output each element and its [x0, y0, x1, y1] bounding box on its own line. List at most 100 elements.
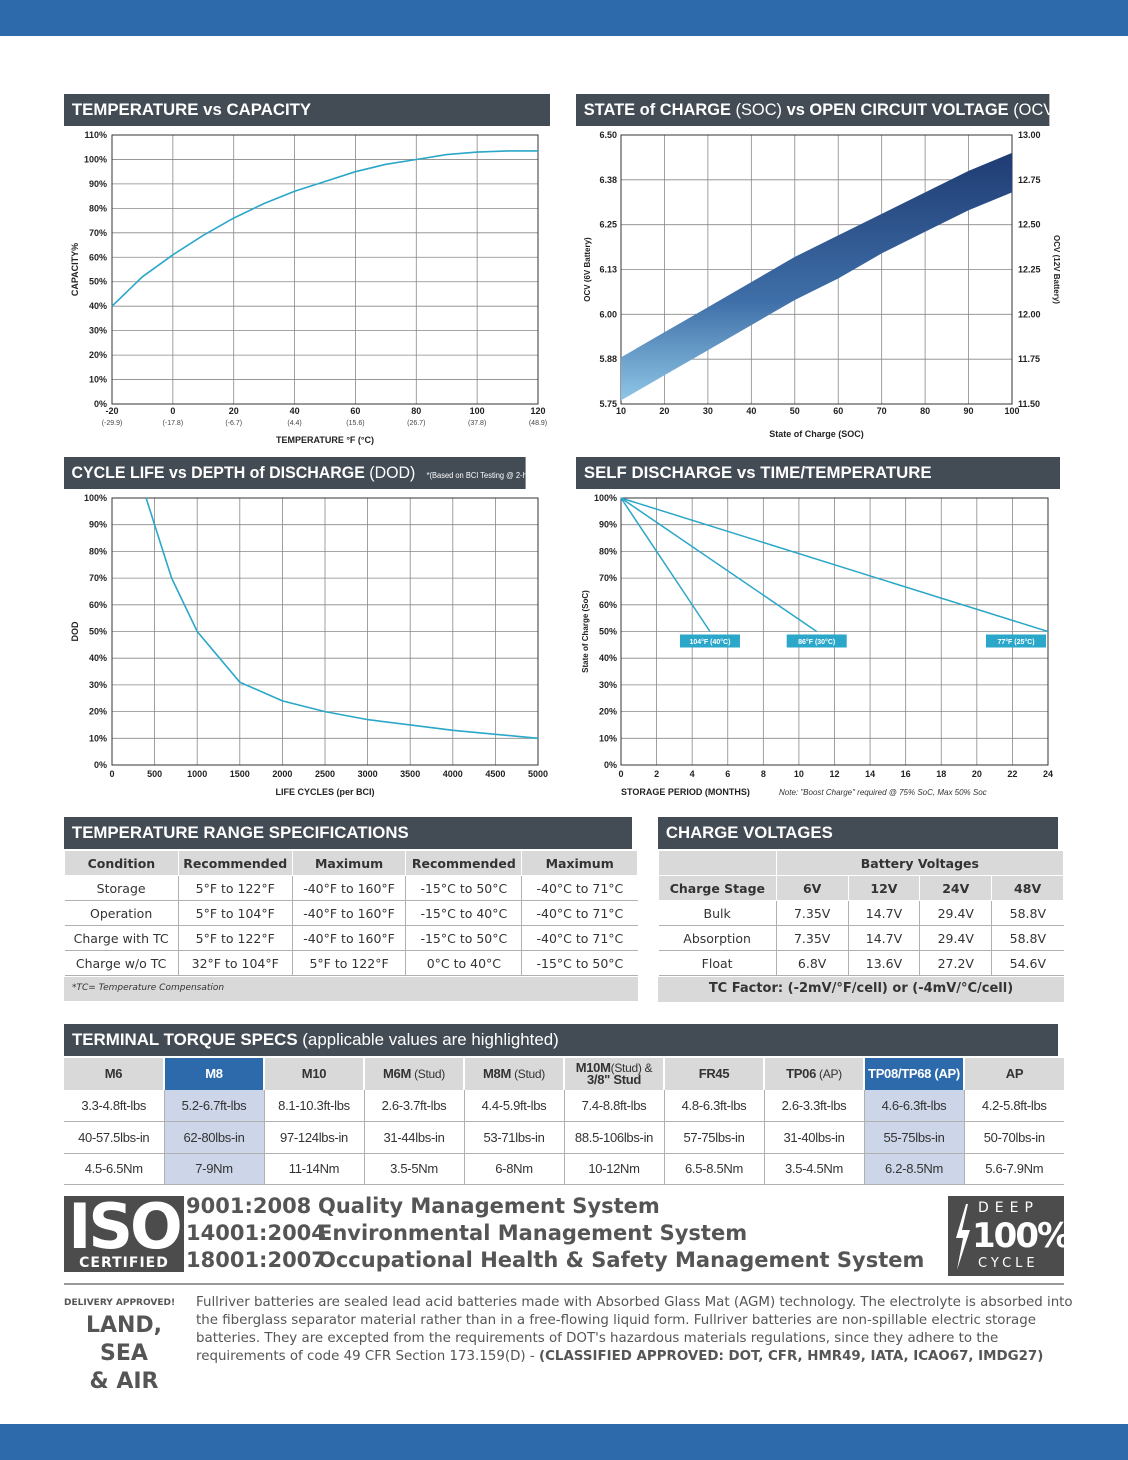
torque-cell: 5.6-7.9Nm [964, 1153, 1064, 1185]
soc-ocv-x-tick: 40 [746, 406, 756, 416]
self-discharge-x-tick: 6 [725, 769, 730, 779]
cycle-life-title-b: (DOD) [364, 463, 416, 482]
temp-range-cell: 5°F to 122°F [292, 950, 407, 976]
soc-ocv-x-tick: 10 [616, 406, 626, 416]
torque-title-note: (applicable values are highlighted) [297, 1030, 559, 1049]
charge-cell: Absorption [658, 925, 777, 951]
table-row: Operation 5°F to 104°F -40°F to 160°F -15°C… [64, 900, 638, 926]
self-discharge-label: 104°F (40°C) [689, 638, 730, 646]
self-discharge-y-tick: 60% [599, 600, 617, 610]
torque-cell: 6.5-8.5Nm [664, 1153, 765, 1185]
torque-header: AP [964, 1058, 1064, 1090]
iso-text-2: Environmental Management System [318, 1221, 748, 1245]
torque-header: M8M (Stud) [464, 1058, 565, 1090]
top-band [0, 0, 1128, 36]
torque-header: M6 [64, 1058, 165, 1090]
iso-line-1: 9001:2008 Quality Management System [186, 1194, 660, 1218]
temp-range-cell: Charge with TC [64, 925, 179, 951]
soc-ocv-panel: STATE of CHARGE (SOC) vs OPEN CIRCUIT VO… [576, 94, 1066, 450]
table-row: 40-57.5lbs-in 62-80lbs-in 97-124lbs-in 31-4… [64, 1121, 1064, 1154]
torque-header: M10 [264, 1058, 365, 1090]
table-row: Bulk 7.35V 14.7V 29.4V 58.8V [658, 900, 1064, 926]
self-discharge-label-bg [986, 634, 1046, 648]
soc-ocv-ylabel: OCV (6V Battery) [583, 237, 592, 302]
land-sea-air: LAND, SEA & AIR [62, 1312, 186, 1396]
torque-title-main: TERMINAL TORQUE SPECS [71, 1030, 298, 1049]
self-discharge-y-tick: 40% [599, 653, 617, 663]
cycle-life-panel: CYCLE LIFE vs DEPTH of DISCHARGE (DOD) *(… [64, 457, 556, 807]
temp-capacity-x-tick: 120 [530, 406, 545, 416]
torque-cell: 4.6-6.3ft-lbs [864, 1090, 965, 1122]
soc-ocv-title-d: (OCV) [1013, 100, 1049, 119]
soc-ocv-y-tick: 6.00 [599, 309, 617, 319]
deep-cycle-middle: 100% [972, 1216, 1071, 1256]
charge-cell: 54.6V [991, 950, 1064, 976]
cycle-life-title: CYCLE LIFE vs DEPTH of DISCHARGE (DOD) *(… [64, 457, 526, 489]
iso-badge: ISO CERTIFIED [64, 1190, 184, 1272]
torque-cell: 40-57.5lbs-in [64, 1121, 165, 1154]
temp-capacity-y-tick: 70% [89, 228, 107, 238]
table-row: Float 6.8V 13.6V 27.2V 54.6V [658, 950, 1064, 976]
self-discharge-x-tick: 22 [1007, 769, 1017, 779]
temp-range-cell: -15°C to 50°C [405, 925, 523, 951]
torque-header-main: AP [1005, 1066, 1024, 1081]
temp-range-cell: -40°F to 160°F [292, 900, 407, 926]
cycle-life-y-tick: 90% [89, 520, 107, 530]
torque-cell: 31-44lbs-in [364, 1121, 465, 1154]
temp-range-title: TEMPERATURE RANGE SPECIFICATIONS [64, 817, 632, 849]
cycle-life-x-tick: 500 [147, 769, 162, 779]
self-discharge-chart: 0 2 4 6 8 10 12 14 16 18 20 22 240%10%20%30%40%50%60… [581, 493, 1053, 797]
temp-capacity-x-tick-c: (48.9) [529, 420, 547, 427]
torque-cell: 4.8-6.3ft-lbs [664, 1090, 765, 1122]
charge-header: Charge Stage [658, 875, 777, 901]
cycle-life-x-tick: 2000 [272, 769, 292, 779]
charge-cell: 58.8V [991, 925, 1064, 951]
iso-badge-small: CERTIFIED [79, 1255, 169, 1271]
torque-header-main: TP08/TP68 (AP) [868, 1066, 960, 1081]
soc-ocv-right-y-tick: 12.00 [1018, 309, 1041, 319]
temp-range-cell: -15°C to 50°C [521, 950, 638, 976]
soc-ocv-x-tick: 90 [964, 406, 974, 416]
temp-capacity-x-tick: -20 [105, 406, 118, 416]
iso-line-2: 14001:2004Environmental Management Syste… [186, 1221, 747, 1245]
bolt-icon [956, 1204, 970, 1270]
iso-line-3: 18001:2007Occupational Health & Safety M… [186, 1248, 924, 1272]
cycle-life-chart: 0 500 1000 1500 2000 2500 3000 3500 4000 4500 5000… [70, 493, 548, 797]
torque-header: TP06 (AP) [764, 1058, 865, 1090]
temp-range-cell: -40°C to 71°C [521, 875, 638, 901]
torque-cell: 50-70lbs-in [964, 1121, 1064, 1154]
soc-ocv-x-tick: 20 [659, 406, 669, 416]
temp-range-cell: -40°C to 71°C [521, 925, 638, 951]
soc-ocv-right-y-tick: 12.75 [1018, 175, 1041, 185]
delivery-description: Fullriver batteries are sealed lead acid… [196, 1294, 1086, 1366]
cycle-life-y-tick: 60% [89, 600, 107, 610]
charge-cell: 27.2V [919, 950, 993, 976]
soc-ocv-title-c: vs OPEN CIRCUIT VOLTAGE [786, 100, 1009, 119]
temp-range-cell: 5°F to 122°F [178, 875, 293, 901]
charge-group-blank [658, 850, 777, 876]
temp-capacity-y-tick: 40% [89, 301, 107, 311]
temp-range-table: Condition Recommended Maximum Recommended Ma… [64, 850, 638, 976]
torque-header-sub: (Stud) [411, 1067, 445, 1081]
self-discharge-note: Note: "Boost Charge" required @ 75% SoC,… [779, 788, 987, 797]
self-discharge-y-tick: 10% [599, 733, 617, 743]
iso-badge-big: ISO [68, 1190, 182, 1263]
charge-cell: 58.8V [991, 900, 1064, 926]
torque-cell: 11-14Nm [264, 1153, 365, 1185]
self-discharge-x-tick: 14 [865, 769, 875, 779]
air-line: & AIR [89, 1369, 159, 1394]
table-row: Charge with TC 5°F to 122°F -40°F to 160°F… [64, 925, 638, 951]
charge-cell: 6.8V [776, 950, 849, 976]
temp-range-cell: Operation [64, 900, 179, 926]
temp-capacity-ylabel: CAPACITY% [70, 243, 80, 296]
self-discharge-line [620, 497, 1049, 633]
temp-capacity-x-tick: 80 [411, 406, 421, 416]
temp-capacity-frame [111, 134, 539, 405]
temp-capacity-line [111, 150, 538, 307]
delivery-text: Fullriver batteries are sealed lead acid… [196, 1295, 1073, 1364]
cycle-life-y-tick: 50% [89, 627, 107, 637]
self-discharge-line [620, 497, 818, 633]
soc-ocv-y-tick: 5.88 [599, 354, 617, 364]
self-discharge-y-tick: 20% [599, 707, 617, 717]
